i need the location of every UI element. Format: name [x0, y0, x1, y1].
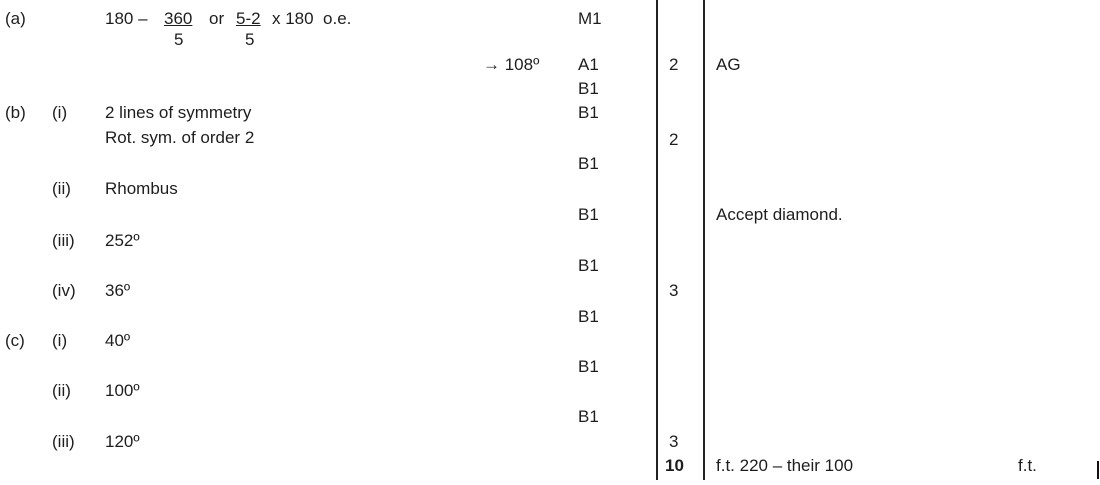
comment: AG: [716, 55, 741, 74]
comment: Accept diamond.: [716, 205, 843, 224]
mark: B1: [578, 79, 599, 98]
total: 2: [669, 130, 679, 149]
total: 3: [669, 432, 679, 451]
mark: M1: [578, 9, 602, 28]
mark: B1: [578, 307, 599, 326]
answer: Rot. sym. of order 2: [105, 128, 255, 147]
total: 2: [669, 55, 679, 74]
comment: f.t. 220 – their 100: [716, 456, 854, 475]
mark: B1: [578, 154, 599, 173]
working: or: [209, 9, 225, 28]
column-rule: [656, 0, 658, 480]
mark: B1: [578, 103, 599, 122]
mark: B1: [578, 407, 599, 426]
answer: Rhombus: [105, 179, 178, 198]
answer: 36º: [105, 281, 131, 300]
mark: B1: [578, 256, 599, 275]
sub-label: (iii): [52, 432, 75, 451]
mark: A1: [578, 55, 599, 74]
total: 3: [669, 281, 679, 300]
sub-label: (iii): [52, 231, 75, 250]
sub-label: (ii): [52, 381, 71, 400]
grand-total: 10: [665, 456, 684, 475]
sub-label: (ii): [52, 179, 71, 198]
sub-label: (iv): [52, 281, 76, 300]
sub-label: (i): [52, 103, 68, 122]
denominator: 5: [174, 30, 184, 49]
answer: → 108º: [483, 55, 540, 74]
numerator: 5-2: [236, 9, 261, 28]
answer: 40º: [105, 331, 131, 350]
comment: f.t.: [1018, 456, 1037, 475]
denominator: 5: [245, 30, 255, 49]
working: 180 –: [105, 9, 148, 28]
working: x 180 o.e.: [272, 9, 352, 28]
mark: B1: [578, 357, 599, 376]
text-cursor: [1097, 461, 1099, 479]
answer: 100º: [105, 381, 140, 400]
part-label: (a): [5, 9, 26, 28]
part-label: (b): [5, 103, 26, 122]
column-rule: [703, 0, 705, 480]
answer: 2 lines of symmetry: [105, 103, 252, 122]
part-label: (c): [5, 331, 25, 350]
sub-label: (i): [52, 331, 68, 350]
numerator: 360: [164, 9, 193, 28]
answer: 252º: [105, 231, 140, 250]
answer: 120º: [105, 432, 140, 451]
mark: B1: [578, 205, 599, 224]
